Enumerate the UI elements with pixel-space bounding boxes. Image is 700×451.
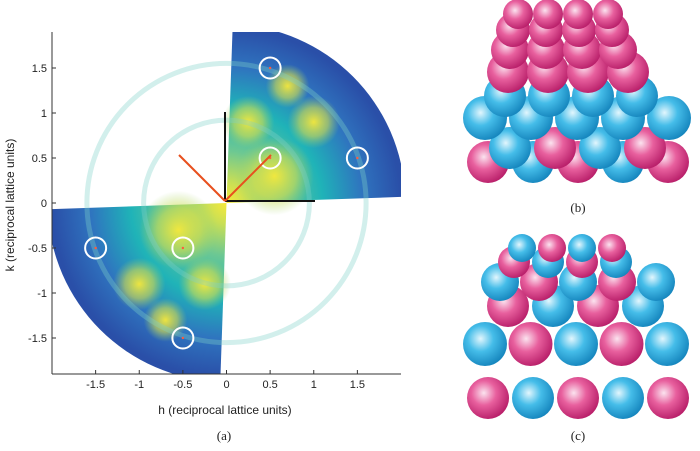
x-ticks: -1.5 -1 -0.5 0 0.5 1 1.5 <box>86 370 365 391</box>
intensity-blob-2 <box>287 95 340 149</box>
b-sphere-pink-34 <box>593 0 623 29</box>
red-diagonal-line-right <box>224 154 272 202</box>
b-sphere-cyan-6 <box>489 127 531 169</box>
diffuse-ring-2 <box>84 60 369 346</box>
panel-b-sphere-model <box>463 0 691 183</box>
diffuse-ring-1 <box>141 117 312 289</box>
x-tick-label: 1.5 <box>350 379 365 391</box>
peak-circle-3 <box>345 146 369 170</box>
c-sphere-pink-5 <box>647 377 689 419</box>
peak-circle-1 <box>258 56 282 80</box>
x-tick-label: 1 <box>311 379 317 391</box>
peak-dot-4 <box>94 246 97 250</box>
y-tick-label: 1 <box>41 108 47 120</box>
y-tick-label: 0 <box>41 198 47 210</box>
red-diagonal-line-left <box>178 154 226 202</box>
panel-label-c: (c) <box>571 428 585 443</box>
y-tick-label: 1.5 <box>32 63 47 75</box>
b-sphere-cyan-14 <box>647 96 691 140</box>
b-sphere-pink-31 <box>503 0 533 29</box>
c-sphere-pink-1 <box>467 377 509 419</box>
peak-circle-5 <box>171 236 195 260</box>
c-sphere-cyan-4 <box>602 377 644 419</box>
c-sphere-pink-25 <box>538 234 566 262</box>
c-sphere-pink-7 <box>508 322 553 366</box>
peak-dot-6 <box>181 336 185 340</box>
panel-c-sphere-model <box>463 234 689 419</box>
intensity-blob-6 <box>113 257 166 311</box>
c-sphere-pink-27 <box>598 234 626 262</box>
c-sphere-cyan-26 <box>568 234 596 262</box>
y-tick-label: 0.5 <box>32 153 47 165</box>
intensity-blob-4 <box>222 95 275 149</box>
c-sphere-cyan-24 <box>508 234 536 262</box>
b-sphere-pink-7 <box>534 127 576 169</box>
orientation-lines <box>178 112 315 202</box>
x-tick-label: -1 <box>134 379 144 391</box>
b-sphere-pink-9 <box>624 127 666 169</box>
intensity-blob-1 <box>235 136 314 216</box>
peak-circle-4 <box>84 236 108 260</box>
c-sphere-cyan-6 <box>463 322 507 366</box>
c-sphere-cyan-19 <box>637 263 675 301</box>
peak-dot-1 <box>268 66 272 70</box>
peak-circle-6 <box>171 326 195 350</box>
panel-label-b: (b) <box>570 200 585 215</box>
intensity-sectors <box>52 32 401 374</box>
peak-dot-3 <box>356 156 359 160</box>
y-tick-label: -1.5 <box>28 333 47 345</box>
x-tick-label: 0.5 <box>262 379 277 391</box>
y-axis-label: k (reciprocal lattice units) <box>3 139 17 272</box>
x-tick-label: -1.5 <box>86 379 105 391</box>
x-axis-label: h (reciprocal lattice units) <box>158 403 291 417</box>
peak-circle-2 <box>258 146 282 170</box>
circled-peaks <box>84 56 369 350</box>
b-sphere-pink-33 <box>563 0 593 29</box>
y-tick-label: -1 <box>37 288 47 300</box>
c-sphere-cyan-10 <box>645 322 689 366</box>
y-tick-label: -0.5 <box>28 243 47 255</box>
panel-label-a: (a) <box>217 428 231 443</box>
x-tick-label: -0.5 <box>173 379 192 391</box>
c-sphere-cyan-2 <box>512 377 554 419</box>
b-sphere-pink-32 <box>533 0 563 29</box>
intensity-blob-8 <box>178 257 231 311</box>
intensity-blob-5 <box>139 190 218 270</box>
b-sphere-cyan-8 <box>579 127 621 169</box>
c-sphere-pink-9 <box>599 322 644 366</box>
axes: -1.5 -1 -0.5 0 0.5 1 1.5 1.5 1 0.5 0 -0.5 -1 -1.5 h … <box>3 32 401 417</box>
c-sphere-cyan-8 <box>554 322 598 366</box>
y-ticks: 1.5 1 0.5 0 -0.5 -1 -1.5 <box>28 63 56 345</box>
panel-a-heatmap: -1.5 -1 -0.5 0 0.5 1 1.5 1.5 1 0.5 0 -0.5 -1 -1.5 h … <box>3 32 401 443</box>
peak-dot-5 <box>181 246 185 250</box>
c-sphere-pink-3 <box>557 377 599 419</box>
x-tick-label: 0 <box>223 379 229 391</box>
